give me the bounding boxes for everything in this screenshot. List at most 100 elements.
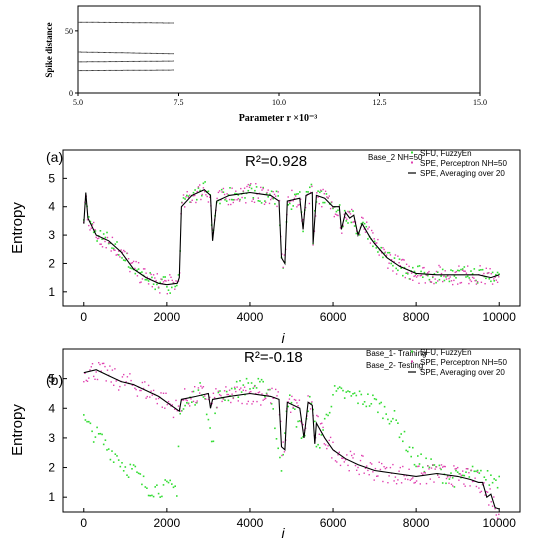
bifurcation-dot — [119, 61, 121, 62]
bifurcation-dot — [95, 70, 97, 71]
sfu-point — [323, 417, 326, 420]
bifurcation-dot — [99, 70, 101, 71]
perceptron-point — [447, 275, 449, 277]
perceptron-point — [486, 491, 489, 493]
sfu-point — [295, 426, 298, 428]
perceptron-point — [385, 466, 388, 469]
perceptron-point — [414, 481, 416, 484]
perceptron-point — [322, 426, 324, 429]
panel-a-ylabel: Entropy — [9, 202, 26, 254]
bifurcation-dot — [165, 22, 167, 24]
xtick-label: 0 — [80, 516, 87, 530]
sfu-point — [417, 265, 419, 268]
perceptron-point — [361, 216, 363, 219]
top-axis-ticks: 5.0 7.5 10.0 12.5 15.0 0 50 — [65, 27, 487, 107]
bifurcation-dot — [87, 21, 89, 23]
bifurcation-dot — [118, 61, 120, 62]
perceptron-point — [357, 466, 359, 469]
legend-swatch-dot — [411, 151, 413, 154]
perceptron-point — [190, 201, 192, 203]
bifurcation-dot — [149, 69, 151, 71]
perceptron-point — [258, 391, 261, 393]
bifurcation-dot — [118, 52, 120, 54]
bifurcation-dot — [100, 51, 102, 53]
perceptron-point — [227, 393, 230, 396]
sfu-point — [186, 194, 188, 197]
perceptron-point — [488, 272, 490, 274]
perceptron-point — [395, 483, 398, 485]
perceptron-point — [450, 280, 453, 282]
sfu-point — [456, 471, 459, 473]
sfu-point — [132, 464, 135, 466]
sfu-point — [219, 390, 221, 392]
perceptron-point — [469, 485, 471, 487]
sfu-point — [260, 202, 263, 204]
bifurcation-dot — [77, 51, 79, 53]
perceptron-point — [111, 369, 114, 371]
bifurcation-dot — [108, 69, 110, 71]
sfu-point — [443, 279, 446, 282]
perceptron-point — [372, 471, 374, 473]
perceptron-point — [98, 362, 100, 364]
bifurcation-dot — [90, 21, 92, 23]
ytick-label: 2 — [48, 256, 55, 270]
bifurcation-dot — [171, 22, 173, 24]
perceptron-point — [273, 193, 276, 196]
sfu-point — [407, 273, 409, 275]
sfu-point — [201, 194, 203, 197]
bifurcation-dot — [90, 51, 92, 53]
perceptron-point — [105, 247, 107, 249]
sfu-point — [162, 276, 165, 278]
perceptron-point — [129, 373, 131, 375]
perceptron-point — [172, 281, 175, 284]
perceptron-point — [251, 200, 253, 202]
bifurcation-dot — [130, 60, 132, 62]
bifurcation-dot — [131, 60, 133, 62]
perceptron-point — [189, 405, 191, 407]
perceptron-point — [144, 381, 146, 383]
perceptron-point — [498, 276, 500, 278]
sfu-point — [127, 266, 130, 268]
perceptron-point — [453, 279, 455, 282]
sfu-point — [297, 420, 299, 423]
sfu-point — [156, 283, 158, 286]
perceptron-point — [326, 447, 328, 450]
bifurcation-dot — [96, 21, 98, 23]
perceptron-point — [262, 399, 264, 401]
sfu-point — [262, 186, 264, 189]
bifurcation-dot — [161, 60, 163, 62]
sfu-point — [117, 254, 120, 256]
perceptron-point — [255, 183, 257, 185]
perceptron-point — [442, 280, 444, 283]
perceptron-point — [129, 270, 131, 273]
sfu-point — [319, 191, 321, 194]
legend-label: SFU, FuzzyEn — [420, 149, 472, 158]
sfu-point — [470, 270, 472, 272]
perceptron-point — [444, 465, 446, 468]
bifurcation-dot — [129, 60, 131, 62]
perceptron-point — [405, 263, 408, 265]
perceptron-point — [108, 242, 110, 244]
sfu-point — [362, 221, 364, 224]
sfu-point — [478, 269, 481, 271]
sfu-point — [97, 433, 100, 435]
sfu-point — [272, 197, 274, 200]
perceptron-point — [125, 381, 127, 383]
panel-b-xlabel: i — [281, 525, 285, 541]
sfu-point — [247, 382, 250, 384]
sfu-point — [315, 445, 318, 448]
perceptron-point — [215, 388, 217, 390]
perceptron-point — [458, 479, 460, 481]
bifurcation-dot — [161, 53, 163, 55]
perceptron-point — [331, 457, 333, 459]
perceptron-point — [298, 399, 301, 401]
sfu-point — [360, 393, 363, 396]
perceptron-point — [277, 391, 279, 393]
sfu-point — [289, 394, 291, 396]
perceptron-point — [149, 396, 151, 398]
sfu-point — [294, 193, 296, 196]
sfu-point — [117, 459, 120, 461]
perceptron-point — [317, 415, 319, 418]
sfu-point — [338, 204, 341, 206]
perceptron-point — [276, 395, 278, 397]
